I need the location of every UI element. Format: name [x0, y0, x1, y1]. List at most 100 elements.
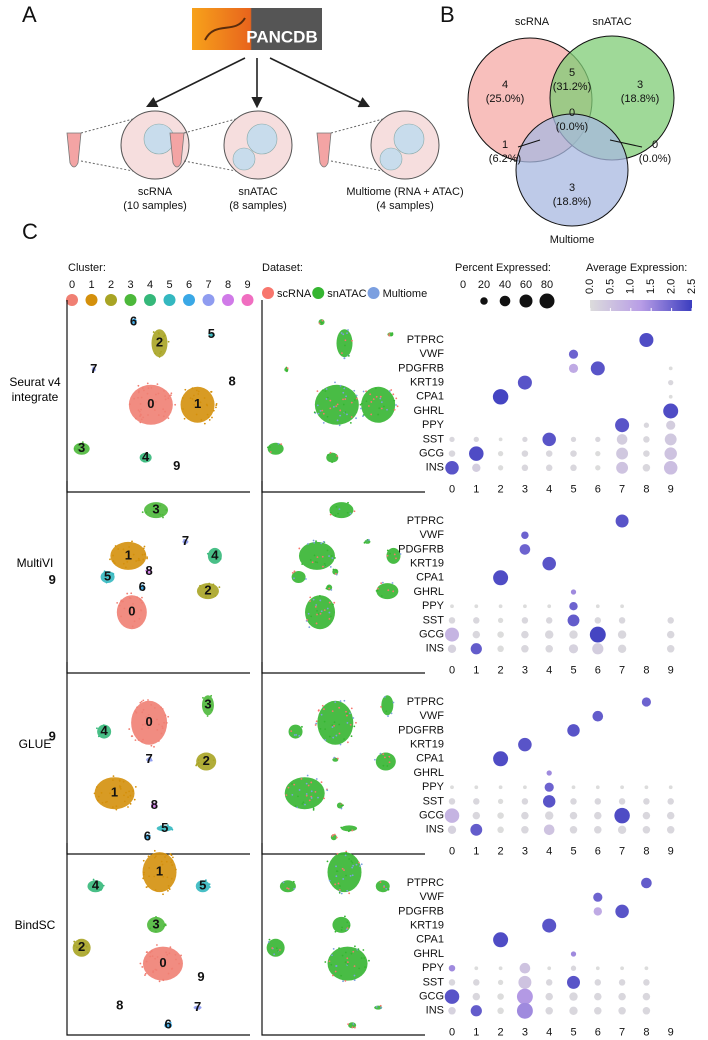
umap-point [169, 1025, 172, 1028]
expression-dot [594, 1007, 602, 1015]
umap-point [335, 505, 338, 508]
venn-percent: (6.2%) [489, 153, 521, 165]
umap-point [140, 413, 142, 416]
umap-point [350, 735, 353, 738]
expression-dot [569, 992, 578, 1001]
assay-name: scRNA [138, 186, 173, 198]
cluster-label: 0 [146, 714, 153, 729]
method-label: BindSC [14, 918, 56, 932]
expression-dot [595, 785, 600, 790]
expression-dot [474, 966, 479, 971]
expression-dot [519, 962, 531, 974]
umap-point [324, 564, 327, 567]
gene-label: PPY [422, 781, 445, 793]
legend-swatch [124, 294, 137, 306]
legend-swatch [222, 294, 234, 306]
umap-point [206, 715, 209, 717]
umap-point [118, 779, 121, 782]
gene-label: SST [423, 976, 445, 988]
umap-point [296, 806, 299, 809]
umap-cluster [336, 329, 353, 358]
venn-count: 3 [569, 182, 575, 194]
umap-point [320, 781, 323, 784]
umap-point [132, 790, 134, 792]
cluster-label: 4 [142, 449, 150, 464]
umap-point [385, 710, 388, 713]
umap-point [332, 947, 335, 950]
cluster-label: 3 [78, 440, 85, 455]
umap-point [131, 540, 133, 543]
umap-point [309, 600, 311, 603]
umap-cluster [375, 752, 396, 771]
umap-point [388, 334, 391, 337]
umap-point [203, 422, 206, 425]
umap-point [330, 589, 333, 591]
gene-label: PDGFRB [398, 905, 444, 917]
umap-point [271, 947, 274, 949]
umap-point [144, 835, 147, 838]
umap-point [133, 397, 135, 400]
umap-point [157, 723, 160, 726]
umap-point [160, 825, 162, 827]
umap-point [100, 888, 102, 891]
umap-point [308, 626, 311, 629]
venn-percent: (18.8%) [553, 196, 592, 208]
expression-dot [545, 979, 553, 986]
umap-point [320, 713, 323, 716]
expression-dot [474, 785, 479, 790]
umap-point [339, 409, 342, 412]
umap-point [331, 724, 334, 726]
umap-point [152, 506, 155, 509]
umap-point [374, 758, 376, 761]
expression-dot [666, 420, 676, 430]
umap-point [321, 319, 324, 322]
expression-dot [620, 785, 624, 790]
umap-point [206, 552, 209, 555]
umap-point [344, 344, 346, 347]
cluster-label: 3 [152, 502, 159, 517]
umap-point [334, 883, 337, 886]
umap-point [321, 409, 324, 412]
cluster-tick-label: 0 [449, 1027, 455, 1039]
umap-point [145, 960, 148, 963]
umap-point [154, 804, 157, 807]
umap-point [145, 951, 148, 954]
umap-point [150, 803, 153, 806]
gene-label: PTPRC [407, 696, 444, 708]
expression-dot [545, 630, 554, 639]
umap-point [329, 407, 332, 410]
gene-label: PTPRC [407, 334, 444, 346]
umap-point [147, 713, 150, 716]
umap-point [333, 724, 335, 727]
umap-point [198, 765, 200, 767]
umap-point [323, 797, 325, 800]
size-key [519, 294, 533, 308]
umap-point [210, 334, 212, 337]
umap-point [138, 410, 141, 413]
umap-point [366, 538, 369, 541]
umap-point [167, 972, 170, 975]
expression-dot [570, 589, 577, 595]
expression-dot [641, 877, 652, 889]
cluster-tick-label: 0 [449, 846, 455, 858]
umap-point [307, 612, 310, 615]
umap-point [282, 881, 285, 884]
cluster-tick-label: 3 [522, 665, 528, 677]
umap-point [167, 715, 170, 718]
umap-point [378, 407, 381, 410]
venn-percent: (31.2%) [553, 81, 592, 93]
umap-point [135, 711, 138, 714]
expression-dot [567, 724, 580, 737]
umap-point [206, 413, 209, 416]
umap-point [202, 880, 205, 883]
umap-point [152, 971, 155, 974]
umap-point [150, 744, 153, 747]
umap-point [162, 875, 165, 878]
umap-point [159, 352, 161, 355]
umap-point [93, 792, 96, 795]
umap-point [126, 560, 129, 563]
umap-point [162, 516, 164, 519]
umap-point [139, 588, 142, 591]
umap-point [285, 794, 288, 797]
umap-point [129, 802, 132, 805]
